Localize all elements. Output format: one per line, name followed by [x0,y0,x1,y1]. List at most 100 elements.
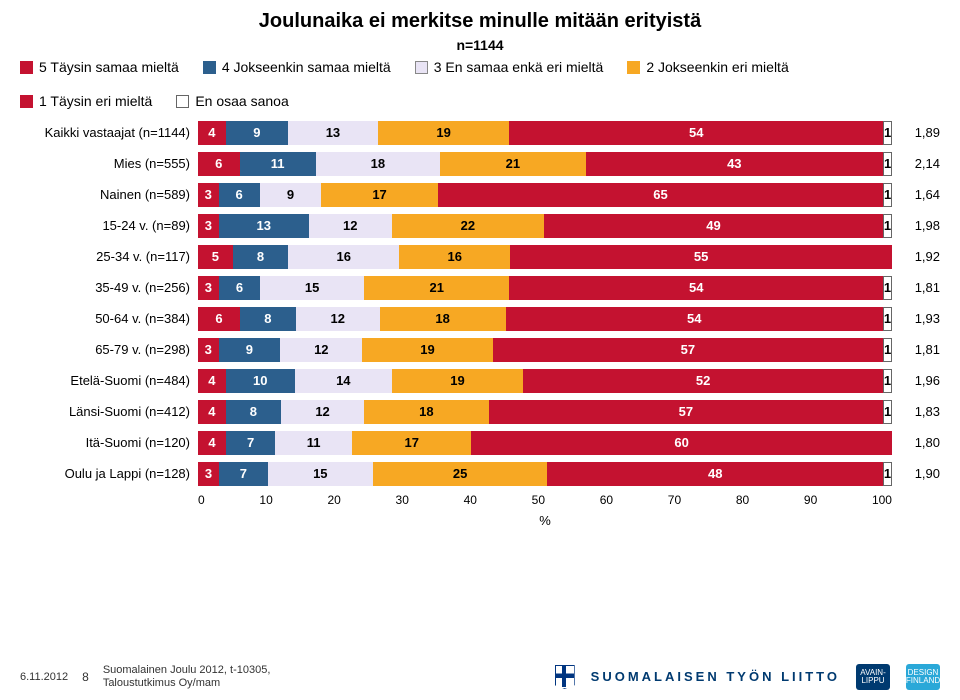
axis-tick: 80 [736,493,749,507]
legend-swatch [415,61,428,74]
bar-segment: 6 [198,152,240,176]
row-score: 1,90 [892,466,940,481]
bar-segment: 8 [233,245,289,269]
chart-title: Joulunaika ei merkitse minulle mitään er… [0,0,960,37]
axis-tick: 100 [872,493,892,507]
bar-segment: 49 [544,214,883,238]
bar-segment: 12 [309,214,392,238]
bar-segment: 60 [471,431,892,455]
row-label: Kaikki vastaajat (n=1144) [20,125,198,140]
legend-label: 3 En samaa enkä eri mieltä [434,59,604,75]
bar-segment: 1 [883,214,892,238]
row-label: 25-34 v. (n=117) [20,249,198,264]
row-bar: 6111821431 [198,152,892,176]
row-label: Oulu ja Lappi (n=128) [20,466,198,481]
legend-label: 4 Jokseenkin samaa mieltä [222,59,391,75]
chart-row: Nainen (n=589)369176511,64 [20,179,940,210]
chart-row: Länsi-Suomi (n=412)4812185711,83 [20,396,940,427]
bar-segment: 18 [316,152,441,176]
chart-area: Kaikki vastaajat (n=1144)4913195411,89Mi… [0,117,960,489]
row-score: 1,98 [892,218,940,233]
badge-avainlippu: AVAIN- LIPPU [856,664,890,690]
bar-segment: 4 [198,431,226,455]
bar-segment: 1 [883,276,892,300]
badge-design-finland: DESIGN FINLAND [906,664,940,690]
bar-segment: 1 [883,307,892,331]
bar-segment: 16 [288,245,399,269]
legend-label: 2 Jokseenkin eri mieltä [646,59,788,75]
bar-segment: 6 [198,307,240,331]
row-score: 1,81 [892,280,940,295]
legend-swatch [20,95,33,108]
row-score: 1,92 [892,249,940,264]
row-label: Itä-Suomi (n=120) [20,435,198,450]
bar-segment: 9 [260,183,322,207]
bar-segment: 1 [883,183,892,207]
bar-segment: 4 [198,400,226,424]
bar-segment: 11 [240,152,316,176]
bar-segment: 6 [219,276,261,300]
bar-segment: 3 [198,183,219,207]
bar-segment: 3 [198,338,219,362]
axis-tick: 60 [600,493,613,507]
axis-tick: 20 [327,493,340,507]
bar-segment: 21 [364,276,509,300]
chart-row: Etelä-Suomi (n=484)41014195211,96 [20,365,940,396]
legend-swatch [627,61,640,74]
bar-segment: 1 [883,369,892,393]
x-axis: 0102030405060708090100 [0,489,960,507]
row-label: 50-64 v. (n=384) [20,311,198,326]
legend-swatch [20,61,33,74]
row-score: 1,81 [892,342,940,357]
chart-row: Mies (n=555)61118214312,14 [20,148,940,179]
chart-row: Itä-Suomi (n=120)471117601,80 [20,427,940,458]
row-bar: 371525481 [198,462,892,486]
bar-segment: 15 [268,462,373,486]
bar-segment: 11 [275,431,352,455]
footer: 6.11.2012 8 Suomalainen Joulu 2012, t-10… [0,658,960,700]
bar-segment: 22 [392,214,544,238]
axis-tick: 50 [532,493,545,507]
bar-segment: 1 [883,121,892,145]
row-score: 1,93 [892,311,940,326]
bar-segment: 1 [883,338,892,362]
row-bar: 4101419521 [198,369,892,393]
bar-segment: 55 [510,245,892,269]
bar-segment: 1 [883,152,892,176]
x-axis-label: % [198,513,892,528]
bar-segment: 65 [438,183,883,207]
row-label: 35-49 v. (n=256) [20,280,198,295]
bar-segment: 9 [219,338,281,362]
footer-source-line2: Taloustutkimus Oy/mam [103,677,271,690]
bar-segment: 19 [362,338,492,362]
bar-segment: 8 [226,400,281,424]
axis-tick: 70 [668,493,681,507]
bar-segment: 10 [226,369,295,393]
legend: 5 Täysin samaa mieltä4 Jokseenkin samaa … [0,59,960,117]
bar-segment: 17 [321,183,437,207]
footer-source-line1: Suomalainen Joulu 2012, t-10305, [103,664,271,677]
x-axis-label-row: % [0,507,960,528]
row-label: 65-79 v. (n=298) [20,342,198,357]
bar-segment: 4 [198,121,226,145]
row-score: 1,83 [892,404,940,419]
axis-tick: 0 [198,493,205,507]
bar-segment: 1 [883,400,892,424]
row-score: 1,80 [892,435,940,450]
bar-segment: 48 [547,462,883,486]
chart-row: Kaikki vastaajat (n=1144)4913195411,89 [20,117,940,148]
bar-segment: 16 [399,245,510,269]
row-label: Mies (n=555) [20,156,198,171]
bar-segment: 7 [219,462,268,486]
axis-tick: 40 [464,493,477,507]
row-label: Länsi-Suomi (n=412) [20,404,198,419]
bar-segment: 9 [226,121,288,145]
chart-subtitle: n=1144 [0,37,960,59]
footer-date: 6.11.2012 [20,671,68,683]
bar-segment: 5 [198,245,233,269]
axis-tick: 90 [804,493,817,507]
row-bar: 481218571 [198,400,892,424]
legend-item: En osaa sanoa [176,93,288,109]
bar-segment: 25 [373,462,548,486]
row-score: 1,64 [892,187,940,202]
